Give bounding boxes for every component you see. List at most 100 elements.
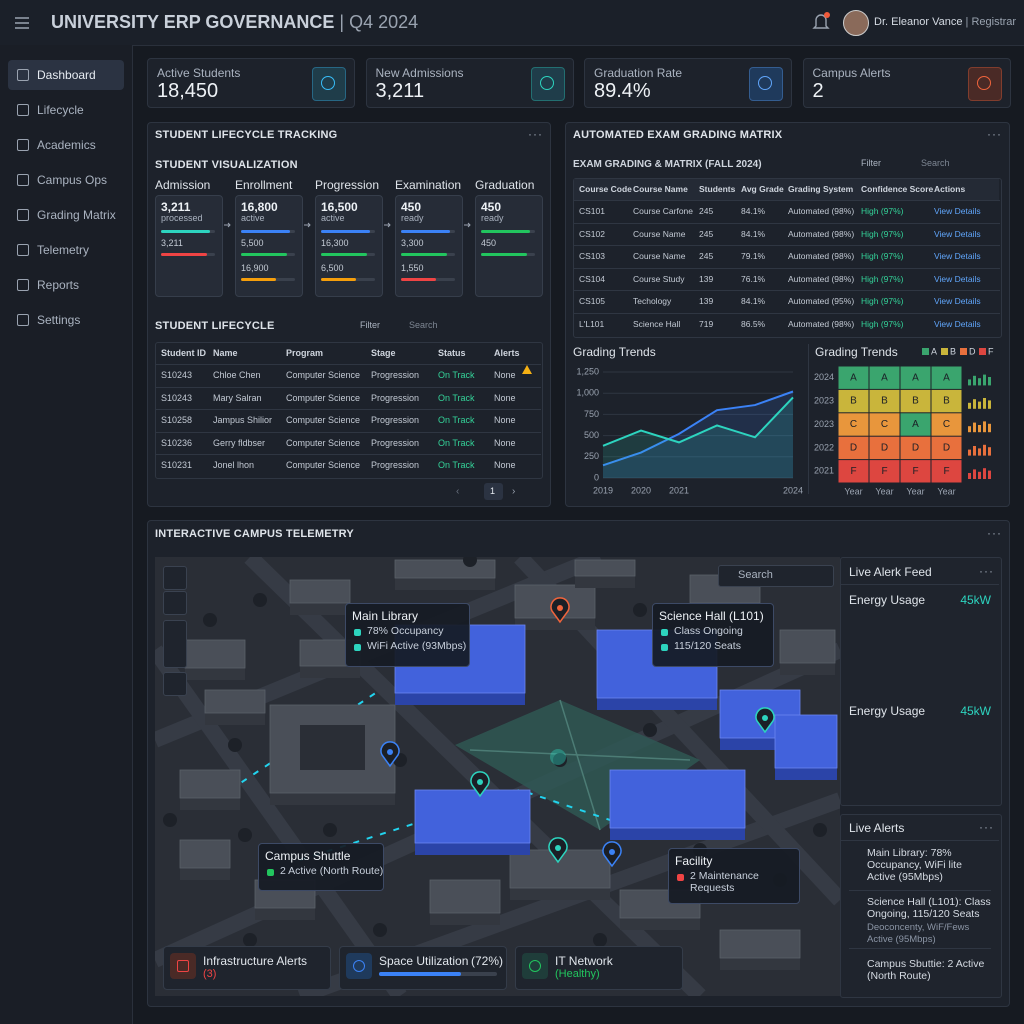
map-control[interactable] [163,566,187,590]
progress-bar [161,253,207,256]
nav-icon [17,69,29,81]
row-label: 2023 [814,419,834,429]
y-tick-label: 1,000 [576,388,599,398]
progress-bar [481,253,527,256]
status-label: Space Utilization [379,954,469,968]
kpi-glyph [758,76,772,90]
cell: Techology [633,296,672,307]
map-control[interactable] [163,591,187,615]
nav-item[interactable] [8,60,124,90]
y-tick-label: 1,250 [576,366,599,376]
sparkline-bar [968,473,971,479]
column-header: Confidence Score [861,184,934,194]
plaza-path [469,699,691,831]
chart-reading: 45kW [960,593,991,607]
nav-icon [17,279,29,291]
cell: 139 [699,296,714,307]
cell: Computer Science [286,370,361,380]
pager-prev[interactable]: ‹ [456,486,460,497]
status-label: IT Network [555,954,613,968]
cell: None [494,392,516,403]
pager-next[interactable]: › [512,486,516,497]
cell: On Track [438,460,475,471]
view-details-link[interactable]: View Details [934,273,981,284]
column-header: Students [699,184,736,194]
nav-label: Reports [37,278,80,292]
page-button[interactable] [484,483,503,500]
row-divider [573,245,1000,247]
flow-arrow [304,222,311,228]
building-roof [719,929,801,959]
kpi-glyph [539,76,554,90]
building-roof [779,629,836,664]
cell: None [494,370,516,380]
sidebar [0,45,133,1024]
avatar[interactable] [843,10,869,36]
more-menu[interactable]: ··· [528,127,543,141]
column-header: Course Name [633,184,688,194]
view-details-link[interactable]: View Details [934,319,981,329]
notifications[interactable] [812,12,830,32]
callout-icon [661,644,668,651]
menu-icon[interactable] [15,17,29,29]
tree [243,933,257,947]
heat-cell [931,436,962,460]
more-menu[interactable]: ··· [979,820,994,834]
legend-swatch [979,348,986,355]
map-control[interactable] [163,672,187,696]
callout-line: 78% Occupancy [367,625,444,637]
column-label: Year [844,486,862,496]
column-label: Year [937,486,955,496]
cell: Gerry fldbser [213,437,266,448]
pin-dot [555,845,561,851]
row-divider [155,386,541,388]
status-detail: (Healthy) [555,968,600,980]
section-title: EXAM GRADING & MATRIX (FALL 2024) [573,159,762,170]
table [573,178,1002,338]
view-details-link[interactable]: View Details [934,206,981,216]
user[interactable]: Dr. Eleanor Vance | Registrar [874,16,1016,28]
status-glyph [529,960,541,972]
cell: High (97%) [861,206,904,216]
view-details-link[interactable]: View Details [934,251,981,262]
view-details-link[interactable]: View Details [934,296,981,307]
sparkline-bar [973,399,976,409]
search-placeholder: Search [921,158,950,168]
legend-swatch [960,348,967,355]
stage-metric: 5,500 [241,238,264,248]
line [602,396,794,447]
tree [323,823,337,837]
flow-arrow [464,222,471,228]
more-menu[interactable]: ··· [987,127,1002,141]
view-details-link[interactable]: View Details [934,228,981,239]
cell: Chloe Chen [213,370,261,380]
nav-icon [17,244,29,256]
heat-cell [869,413,900,436]
cell-grade: A [881,372,888,383]
search-box[interactable] [905,156,1000,173]
map-search[interactable] [718,565,834,587]
pin-dot [609,849,615,855]
alert-detail: Deoconcenty, WiF/Fews Active (95Mbps) [867,922,970,945]
callout-icon [354,629,361,636]
callout-line: 2 Maintenance Requests [690,870,759,894]
divider [849,890,991,891]
stage-name: Admission [155,178,211,192]
column-label: Year [875,486,893,496]
kpi-glyph [976,76,991,90]
more-menu[interactable]: ··· [979,564,994,578]
column-label: Year [906,486,924,496]
sparkline-bar [968,402,971,409]
building-side [290,603,350,615]
chart-title: Grading Trends [573,345,656,359]
cell: 245 [699,228,714,239]
map-control[interactable] [163,620,187,668]
building-roof [414,789,531,844]
more-menu[interactable]: ··· [987,526,1002,540]
cell: Automated (98%) [788,319,855,329]
sparkline-bar [973,469,976,479]
heat-cell [931,460,962,483]
heat-cell [838,436,869,460]
y-tick-label: 500 [584,430,599,440]
